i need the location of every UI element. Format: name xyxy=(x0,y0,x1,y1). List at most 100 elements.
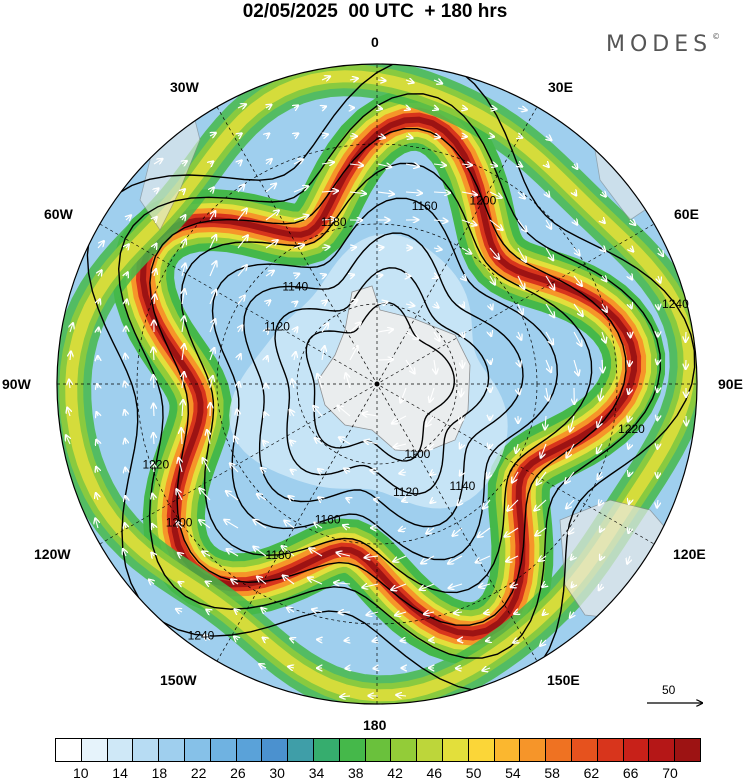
colorbar-cell-24 xyxy=(675,739,700,761)
wind-vector xyxy=(505,527,519,537)
wind-vector xyxy=(322,346,325,361)
wind-vector xyxy=(433,164,446,165)
wind-vector xyxy=(546,192,549,197)
wind-vector xyxy=(209,235,216,249)
wind-vector xyxy=(126,300,127,305)
wind-vector xyxy=(210,162,213,165)
wind-vector xyxy=(70,323,73,333)
wind-vector xyxy=(253,547,267,557)
wind-vector xyxy=(153,433,154,445)
colorbar-cell-19 xyxy=(546,739,572,761)
wind-vector xyxy=(152,494,154,501)
wind-vector xyxy=(346,668,351,669)
wind-vector xyxy=(545,247,553,260)
wind-vector xyxy=(462,359,463,368)
wind-vector xyxy=(482,668,491,671)
wind-vector xyxy=(543,612,546,615)
wind-vector xyxy=(401,640,406,641)
lon-label-30w: 30W xyxy=(170,79,199,95)
latitude-circle-0 xyxy=(296,303,458,465)
wind-vector xyxy=(237,296,245,305)
wind-vector xyxy=(378,108,382,109)
wind-vector xyxy=(257,494,267,501)
wind-vector xyxy=(517,108,527,110)
contour-1200 xyxy=(149,127,627,626)
colorbar-label-34: 34 xyxy=(308,765,325,781)
wind-vector xyxy=(177,522,183,529)
wind-vector xyxy=(199,520,211,529)
wind-vector xyxy=(489,247,499,259)
colorbar-label-62: 62 xyxy=(583,765,600,781)
brand-logo: MODES© xyxy=(606,32,720,57)
colorbar-cell-23 xyxy=(649,739,676,761)
wind-vector xyxy=(178,553,182,556)
wind-vector xyxy=(290,441,294,444)
wind-vector xyxy=(294,106,298,109)
wind-vector xyxy=(349,346,358,361)
wind-vector xyxy=(539,556,547,561)
wind-vector xyxy=(182,264,185,277)
wind-vector xyxy=(518,331,521,340)
wind-vector xyxy=(574,164,577,169)
wind-vector xyxy=(266,159,272,164)
wind-vector xyxy=(512,471,519,483)
wind-vector xyxy=(365,556,379,558)
contour-label-1200-0: 1200 xyxy=(166,516,193,530)
wind-vector xyxy=(153,404,154,417)
wind-vector xyxy=(489,219,503,230)
wind-vector xyxy=(282,546,295,557)
wind-vector xyxy=(154,244,156,248)
wind-vector xyxy=(177,489,183,501)
wind-vector xyxy=(518,164,522,167)
wind-vector xyxy=(153,159,162,164)
lon-label-150w: 150W xyxy=(160,672,197,688)
wind-vector xyxy=(629,472,630,476)
colorbar-cell-10 xyxy=(313,739,340,761)
wind-vector xyxy=(600,556,602,560)
colorbar-label-42: 42 xyxy=(387,765,403,781)
wind-vector xyxy=(630,276,632,279)
wind-vector xyxy=(349,247,356,248)
lon-label-120e: 120E xyxy=(673,546,706,562)
wind-vector xyxy=(125,468,126,472)
wind-vector xyxy=(209,261,216,277)
wind-vector xyxy=(293,245,304,248)
wind-vector xyxy=(235,609,238,612)
wind-vector xyxy=(405,359,415,374)
wind-vector xyxy=(630,248,633,252)
wind-vector xyxy=(261,468,266,472)
wind-vector xyxy=(182,316,184,333)
wind-vector xyxy=(152,524,154,528)
wind-vector xyxy=(321,247,330,248)
wind-vector xyxy=(574,192,576,195)
wind-vector xyxy=(337,553,351,556)
contour-label-1220-1: 1220 xyxy=(618,422,645,436)
wind-vector xyxy=(453,527,463,536)
wind-vector xyxy=(294,274,299,276)
wind-vector xyxy=(318,497,322,500)
wind-vector xyxy=(541,443,547,458)
wind-vector xyxy=(322,301,327,304)
lon-label-120w: 120W xyxy=(34,546,71,562)
wind-vector xyxy=(545,359,551,372)
wind-vector xyxy=(182,289,185,305)
contour-label-1180-0: 1180 xyxy=(265,548,291,562)
wind-vector xyxy=(378,275,382,276)
wind-vector xyxy=(516,443,518,453)
wind-vector xyxy=(630,332,631,337)
wind-vector xyxy=(238,325,242,333)
wind-vector xyxy=(266,105,271,108)
wind-vector xyxy=(598,415,602,427)
wind-vector xyxy=(182,215,185,220)
wind-vector xyxy=(182,344,184,361)
wind-vector xyxy=(202,552,211,557)
wind-vector xyxy=(434,276,438,278)
wind-vector xyxy=(294,327,297,332)
wind-vector xyxy=(349,164,363,166)
wind-vector xyxy=(238,382,239,389)
lon-label-0: 0 xyxy=(371,34,379,50)
wind-vector xyxy=(540,640,547,646)
wind-vector xyxy=(490,360,491,364)
wind-vector xyxy=(460,472,462,476)
wind-vector xyxy=(322,275,326,276)
